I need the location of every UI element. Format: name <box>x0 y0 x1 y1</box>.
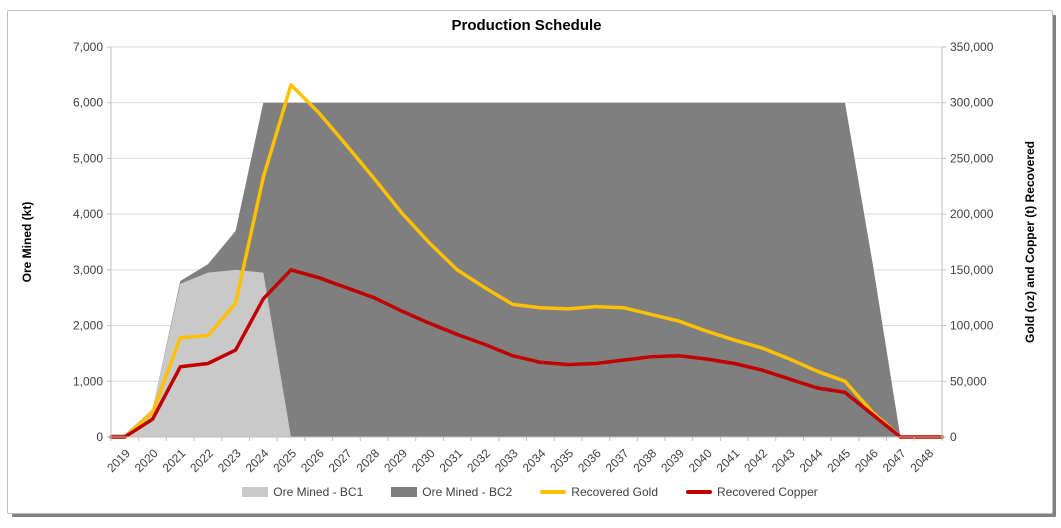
legend-item-recovered-copper: Recovered Copper <box>686 485 818 499</box>
plot-svg: 0 1,000 2,000 3,000 4,000 5,000 6,000 7,000 0 50,… <box>73 40 994 475</box>
x-axis-year-label: 2024 <box>243 446 272 475</box>
left-axis-tick-label: 5,000 <box>73 151 103 165</box>
legend-item-ore-bc1: Ore Mined - BC1 <box>242 485 363 499</box>
right-axis-tick-label: 150,000 <box>950 263 994 277</box>
x-axis-year-label: 2026 <box>298 446 327 475</box>
chart-frame: Production Schedule Ore Mined (kt) Gold … <box>7 10 1053 514</box>
x-axis-year-label: 2035 <box>547 446 576 475</box>
x-axis-year-label: 2019 <box>104 446 133 475</box>
x-axis-year-label: 2033 <box>492 446 521 475</box>
x-axis-year-label: 2021 <box>160 446 189 475</box>
left-axis-tick-label: 6,000 <box>73 96 103 110</box>
left-axis-tick-label: 0 <box>96 430 103 444</box>
legend: Ore Mined - BC1 Ore Mined - BC2 Recovere… <box>8 485 1052 499</box>
x-axis-year-label: 2043 <box>769 446 798 475</box>
left-axis-tick-label: 1,000 <box>73 374 103 388</box>
right-axis-tick-label: 200,000 <box>950 207 994 221</box>
area-ore-bc2 <box>111 102 942 437</box>
x-axis-year-label: 2030 <box>409 446 438 475</box>
legend-item-recovered-gold: Recovered Gold <box>540 485 658 499</box>
right-axis-tick-label: 50,000 <box>950 374 987 388</box>
line-recovered-gold <box>109 83 944 439</box>
x-axis-year-label: 2042 <box>741 446 770 475</box>
x-axis-year-label: 2046 <box>852 446 881 475</box>
line-recovered-copper <box>109 268 944 439</box>
x-axis-year-label: 2034 <box>520 446 549 475</box>
legend-swatch-ore-bc1 <box>242 487 269 497</box>
x-axis-year-label: 2038 <box>630 446 659 475</box>
x-axis-year-label: 2037 <box>603 446 632 475</box>
x-axis-year-label: 2031 <box>437 446 466 475</box>
x-axis-year-label: 2047 <box>880 446 909 475</box>
left-axis-tick-label: 7,000 <box>73 40 103 54</box>
area-ore-bc1 <box>111 269 942 437</box>
x-axis-year-label: 2045 <box>824 446 853 475</box>
left-axis-tick-label: 3,000 <box>73 263 103 277</box>
right-axis-tick-label: 250,000 <box>950 151 994 165</box>
right-axis-tick-label: 100,000 <box>950 319 994 333</box>
chart-title: Production Schedule <box>451 17 602 34</box>
legend-swatch-ore-bc2 <box>391 487 418 497</box>
x-axis-year-label: 2032 <box>464 446 493 475</box>
legend-label-ore-bc2: Ore Mined - BC2 <box>422 485 513 499</box>
legend-item-ore-bc2: Ore Mined - BC2 <box>391 485 512 499</box>
legend-label-ore-bc1: Ore Mined - BC1 <box>273 485 364 499</box>
x-axis-year-label: 2044 <box>797 446 826 475</box>
x-axis-year-label: 2028 <box>353 446 382 475</box>
x-axis-year-label: 2029 <box>381 446 410 475</box>
legend-swatch-recovered-gold <box>540 490 567 494</box>
right-axis-tick-label: 300,000 <box>950 96 994 110</box>
x-axis-year-label: 2027 <box>326 446 355 475</box>
x-axis-year-label: 2036 <box>575 446 604 475</box>
x-axis-year-label: 2041 <box>714 446 743 475</box>
x-axis-year-label: 2039 <box>658 446 687 475</box>
x-axis-year-label: 2040 <box>686 446 715 475</box>
right-axis-tick-label: 350,000 <box>950 40 994 54</box>
x-axis-year-label: 2048 <box>907 446 936 475</box>
x-axis-year-label: 2022 <box>187 446 216 475</box>
legend-label-recovered-copper: Recovered Copper <box>717 485 818 499</box>
legend-swatch-recovered-copper <box>686 490 713 494</box>
left-axis-tick-label: 2,000 <box>73 319 103 333</box>
x-axis-year-label: 2023 <box>215 446 244 475</box>
right-axis-tick-label: 0 <box>950 430 957 444</box>
left-axis-tick-label: 4,000 <box>73 207 103 221</box>
x-axis-year-label: 2020 <box>132 446 161 475</box>
legend-label-recovered-gold: Recovered Gold <box>571 485 659 499</box>
x-axis-year-label: 2025 <box>270 446 299 475</box>
